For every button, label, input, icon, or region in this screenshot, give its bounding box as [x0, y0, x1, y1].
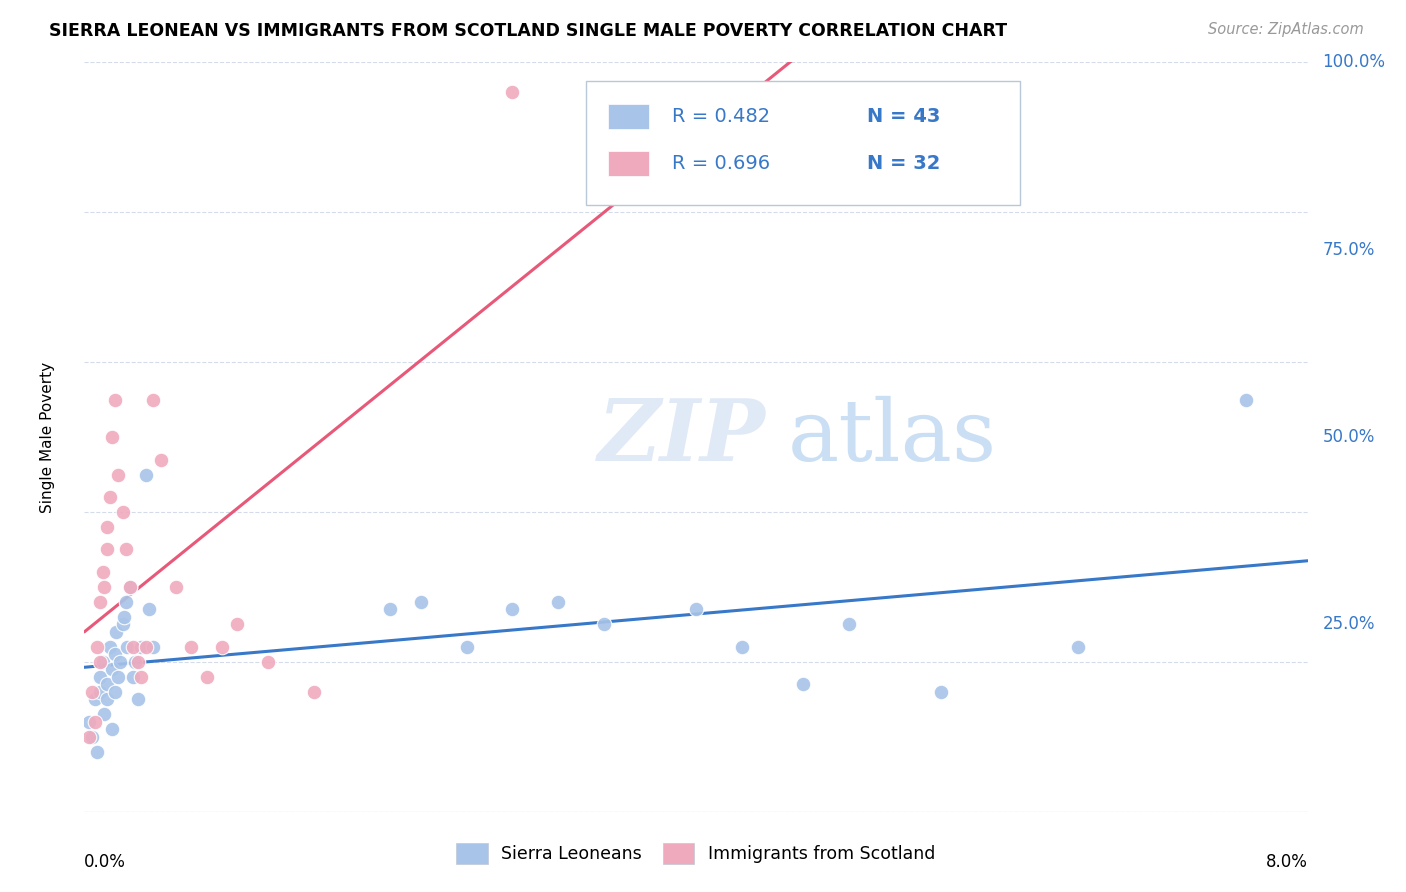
Point — [792, 677, 814, 691]
Point — [101, 723, 124, 737]
Point — [114, 542, 136, 557]
Point — [89, 670, 111, 684]
Point — [456, 640, 478, 654]
Text: N = 32: N = 32 — [868, 154, 941, 173]
Point — [502, 602, 524, 616]
Point — [112, 610, 135, 624]
Point — [98, 490, 121, 504]
Point — [547, 595, 569, 609]
Point — [654, 86, 676, 100]
Point — [104, 648, 127, 662]
Point — [127, 692, 149, 706]
Point — [731, 640, 754, 654]
Point — [114, 595, 136, 609]
FancyBboxPatch shape — [586, 81, 1021, 205]
Point — [105, 624, 128, 639]
Text: N = 43: N = 43 — [868, 107, 941, 126]
Point — [142, 392, 165, 407]
Point — [165, 580, 187, 594]
Point — [93, 580, 115, 594]
Point — [89, 685, 111, 699]
Point — [838, 617, 860, 632]
Text: 50.0%: 50.0% — [1322, 428, 1375, 446]
Point — [77, 714, 100, 729]
Point — [129, 640, 152, 654]
Point — [149, 452, 172, 467]
Point — [80, 730, 103, 744]
Point — [120, 580, 142, 594]
Point — [96, 677, 118, 691]
Point — [80, 685, 103, 699]
Text: Single Male Poverty: Single Male Poverty — [41, 361, 55, 513]
Point — [180, 640, 202, 654]
Point — [138, 602, 160, 616]
Point — [302, 685, 325, 699]
Point — [77, 730, 100, 744]
Text: ZIP: ZIP — [598, 395, 766, 479]
Point — [124, 655, 146, 669]
Point — [96, 542, 118, 557]
Point — [135, 640, 157, 654]
Point — [195, 670, 218, 684]
Text: R = 0.696: R = 0.696 — [672, 154, 769, 173]
Point — [89, 595, 111, 609]
Point — [89, 655, 111, 669]
Point — [211, 640, 233, 654]
Point — [101, 662, 124, 676]
Text: 8.0%: 8.0% — [1265, 853, 1308, 871]
Point — [115, 640, 138, 654]
Point — [129, 670, 152, 684]
Point — [111, 505, 134, 519]
Text: 25.0%: 25.0% — [1322, 615, 1375, 633]
Point — [122, 640, 145, 654]
Point — [127, 655, 149, 669]
Point — [409, 595, 432, 609]
Point — [111, 617, 134, 632]
Point — [120, 580, 142, 594]
Point — [929, 685, 952, 699]
Point — [96, 692, 118, 706]
Point — [104, 685, 127, 699]
Point — [93, 707, 115, 722]
Point — [502, 86, 524, 100]
Point — [84, 714, 107, 729]
Point — [98, 640, 121, 654]
Point — [226, 617, 249, 632]
Point — [380, 602, 402, 616]
Point — [108, 655, 131, 669]
Point — [84, 692, 107, 706]
FancyBboxPatch shape — [607, 151, 650, 177]
Point — [257, 655, 280, 669]
Point — [96, 520, 118, 534]
Text: R = 0.482: R = 0.482 — [672, 107, 769, 126]
Point — [101, 430, 124, 444]
Point — [86, 745, 108, 759]
Point — [1236, 392, 1258, 407]
Text: atlas: atlas — [787, 395, 997, 479]
Point — [135, 467, 157, 482]
Point — [1067, 640, 1090, 654]
Text: SIERRA LEONEAN VS IMMIGRANTS FROM SCOTLAND SINGLE MALE POVERTY CORRELATION CHART: SIERRA LEONEAN VS IMMIGRANTS FROM SCOTLA… — [49, 22, 1007, 40]
FancyBboxPatch shape — [607, 103, 650, 129]
Point — [122, 670, 145, 684]
Point — [593, 617, 616, 632]
Text: 75.0%: 75.0% — [1322, 241, 1375, 259]
Point — [91, 655, 114, 669]
Point — [104, 392, 127, 407]
Text: 0.0%: 0.0% — [84, 853, 127, 871]
Legend: Sierra Leoneans, Immigrants from Scotland: Sierra Leoneans, Immigrants from Scotlan… — [450, 837, 942, 871]
Point — [107, 670, 129, 684]
Point — [86, 640, 108, 654]
Point — [107, 467, 129, 482]
Text: 100.0%: 100.0% — [1322, 54, 1385, 71]
Point — [685, 602, 707, 616]
Point — [142, 640, 165, 654]
Point — [91, 565, 114, 579]
Text: Source: ZipAtlas.com: Source: ZipAtlas.com — [1208, 22, 1364, 37]
